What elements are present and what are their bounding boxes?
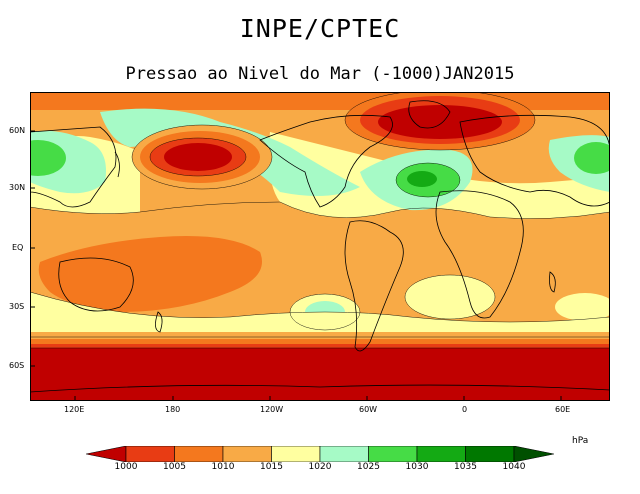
colorbar-tick-label: 1035 (454, 462, 477, 472)
madagascar (549, 271, 556, 293)
lon-label-120w: 120W (260, 405, 284, 414)
siberian-high-east (574, 142, 610, 174)
colorbar-tick-label: 1005 (163, 462, 186, 472)
australia (58, 257, 134, 312)
colorbar-tick-label: 1040 (502, 462, 526, 472)
lon-label-0: 0 (462, 405, 468, 414)
asia-west (30, 126, 117, 208)
lat-label-60n: 60N (9, 126, 26, 135)
pressure-map (30, 92, 610, 401)
southern-ocean-low (30, 348, 610, 401)
colorbar-tick-label: 1010 (211, 462, 235, 472)
colorbar-segment (416, 446, 466, 462)
south-atlantic-high (405, 275, 495, 319)
page-title: INPE/CPTEC (239, 14, 401, 43)
eurasia (459, 114, 610, 207)
map-subtitle: Pressao ao Nivel do Mar (-1000)JAN2015 (125, 64, 515, 84)
colorbar-segment (319, 446, 369, 462)
tropical-low-australia (38, 236, 262, 312)
lat-label-30s: 30S (9, 302, 25, 311)
south-america (344, 220, 404, 352)
lat-label-60s: 60S (9, 361, 25, 370)
antarctica (30, 384, 610, 393)
north-america (259, 114, 393, 208)
indian-ocean-high (555, 293, 610, 321)
colorbar-tick-label: 1030 (405, 462, 429, 472)
continent-outlines (30, 100, 610, 393)
colorbar-segment (222, 446, 272, 462)
colorbar-segment (271, 446, 321, 462)
colorbar-high-arrow (513, 446, 554, 462)
lat-label-eq: EQ (12, 243, 24, 252)
colorbar-tick-label: 1015 (260, 462, 283, 472)
colorbar-segment (368, 446, 418, 462)
colorbar (86, 446, 554, 462)
colorbar-tick-label: 1000 (114, 462, 138, 472)
new-zealand (155, 311, 163, 333)
lat-label-30n: 30N (9, 183, 26, 192)
southern-band-3 (30, 344, 610, 349)
colorbar-segment (465, 446, 515, 462)
map-ticks (30, 130, 562, 401)
greenland (408, 100, 451, 129)
lon-label-60e: 60E (555, 405, 571, 414)
colorbar-unit: hPa (572, 436, 589, 446)
siberian-high-west (30, 140, 66, 176)
lon-label-60w: 60W (359, 405, 378, 414)
southern-band-1 (30, 332, 610, 340)
colorbar-low-arrow (86, 446, 127, 462)
colorbar-tick-label: 1025 (357, 462, 380, 472)
colorbar-segment (174, 446, 224, 462)
southern-band-2 (30, 339, 610, 345)
colorbar-tick-label: 1020 (308, 462, 332, 472)
africa (435, 190, 524, 319)
colorbar-segment (125, 446, 175, 462)
southern-yellow-band (30, 292, 610, 337)
lon-label-180: 180 (165, 405, 181, 414)
map-border (30, 92, 610, 401)
lon-label-120e: 120E (64, 405, 85, 414)
japan (114, 151, 120, 178)
